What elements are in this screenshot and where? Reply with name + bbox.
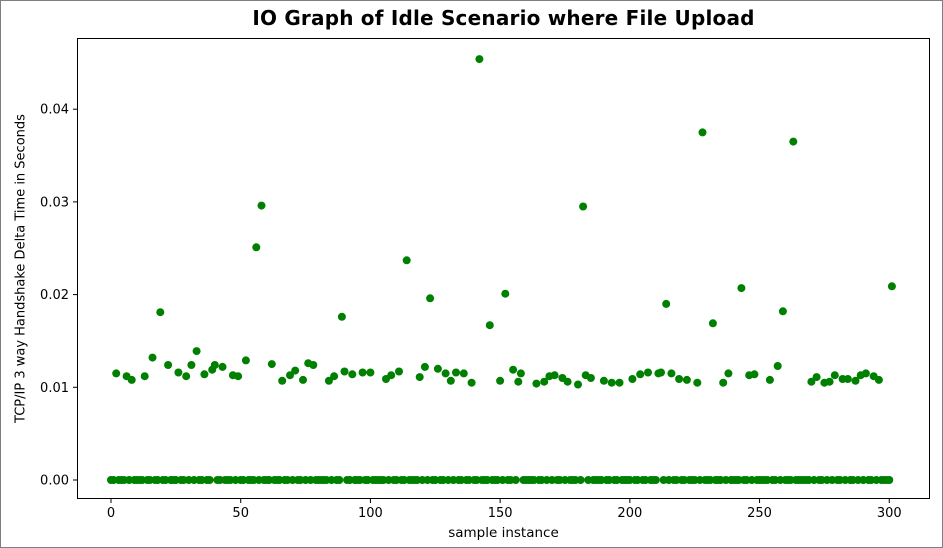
svg-text:0.02: 0.02: [40, 288, 69, 303]
chart-title: IO Graph of Idle Scenario where File Upl…: [252, 6, 755, 30]
y-axis-label: TCP/IP 3 way Handshake Delta Time in Sec…: [13, 114, 29, 423]
svg-text:50: 50: [232, 506, 249, 521]
svg-text:0: 0: [107, 506, 115, 521]
svg-text:200: 200: [617, 506, 642, 521]
svg-text:300: 300: [877, 506, 902, 521]
svg-text:0.04: 0.04: [40, 103, 69, 118]
svg-text:100: 100: [358, 506, 383, 521]
svg-text:150: 150: [488, 506, 513, 521]
svg-text:250: 250: [747, 506, 772, 521]
plot-area: 0 50 100 150 200 250 300 0.00 0.01 0.02 0.03 0.04: [40, 38, 930, 521]
scatter-canvas: 0 50 100 150 200 250 300 0.00 0.01 0.02 0.03 0.04: [40, 38, 930, 521]
svg-text:0.00: 0.00: [40, 473, 69, 488]
svg-text:0.01: 0.01: [40, 381, 69, 396]
svg-text:0.03: 0.03: [40, 195, 69, 210]
x-axis-label: sample instance: [448, 525, 559, 541]
